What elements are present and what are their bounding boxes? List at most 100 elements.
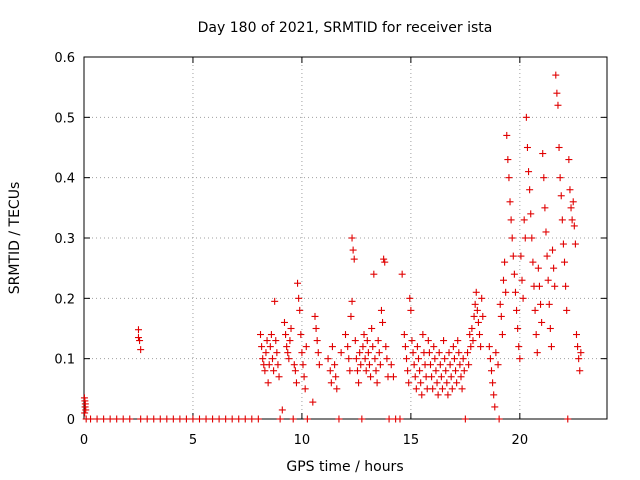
- data-point: [81, 409, 89, 417]
- data-point: [331, 361, 339, 369]
- data-point: [258, 343, 266, 351]
- data-point: [372, 367, 380, 375]
- data-point: [486, 355, 494, 363]
- data-point: [357, 361, 365, 369]
- data-point: [576, 367, 584, 375]
- data-point: [294, 279, 302, 287]
- data-point: [452, 367, 460, 375]
- data-point: [546, 325, 554, 332]
- data-point: [241, 415, 249, 423]
- data-point: [558, 216, 566, 224]
- data-point: [504, 156, 512, 164]
- data-point: [564, 415, 572, 423]
- data-point: [520, 216, 528, 224]
- data-point: [143, 415, 151, 423]
- data-point: [286, 337, 294, 345]
- data-point: [570, 222, 578, 230]
- data-point: [398, 270, 406, 278]
- data-point: [379, 318, 387, 326]
- data-point: [374, 337, 382, 345]
- data-point: [437, 373, 445, 381]
- data-point: [525, 168, 533, 176]
- x-axis-label: GPS time / hours: [286, 459, 403, 475]
- data-point: [568, 216, 576, 224]
- data-point: [554, 101, 562, 109]
- data-point: [267, 331, 275, 339]
- data-point: [380, 255, 388, 263]
- data-point: [506, 198, 514, 206]
- data-point: [333, 385, 341, 393]
- data-point: [542, 228, 550, 236]
- data-point: [544, 276, 552, 284]
- data-point: [408, 337, 416, 345]
- data-point: [381, 258, 389, 266]
- data-point: [261, 367, 269, 375]
- data-point: [466, 331, 474, 339]
- data-point: [202, 415, 210, 423]
- data-point: [222, 415, 230, 423]
- data-point: [262, 349, 270, 357]
- data-point: [355, 379, 363, 387]
- data-point: [490, 391, 498, 399]
- data-point: [511, 288, 519, 296]
- data-point: [501, 258, 509, 266]
- data-point: [298, 349, 306, 357]
- data-point: [447, 373, 455, 381]
- data-point: [350, 255, 358, 263]
- data-point: [571, 240, 579, 248]
- data-point: [457, 373, 465, 381]
- data-point: [538, 318, 546, 326]
- data-point: [326, 367, 334, 375]
- data-point: [533, 349, 541, 357]
- data-point: [510, 270, 518, 278]
- data-point: [182, 415, 190, 423]
- data-point: [549, 246, 557, 254]
- data-point: [289, 415, 297, 423]
- data-point: [356, 349, 364, 357]
- data-point: [562, 282, 570, 290]
- data-point: [575, 355, 583, 363]
- data-point: [561, 258, 569, 266]
- data-point: [456, 361, 464, 369]
- data-point: [541, 204, 549, 212]
- data-point: [264, 379, 272, 387]
- data-point: [429, 385, 437, 393]
- data-point: [300, 373, 308, 381]
- data-point: [552, 71, 560, 79]
- data-point: [407, 306, 415, 314]
- data-point: [498, 331, 506, 339]
- data-point: [527, 210, 535, 218]
- data-point: [537, 300, 545, 308]
- data-point: [209, 415, 217, 423]
- data-point: [272, 337, 280, 345]
- y-tick-label: 0.6: [54, 51, 75, 66]
- data-point: [563, 306, 571, 314]
- data-point: [534, 264, 542, 272]
- grid-lines: [84, 57, 607, 419]
- data-point: [435, 349, 443, 357]
- data-point: [442, 367, 450, 375]
- data-point: [526, 186, 534, 194]
- data-point: [376, 361, 384, 369]
- data-point: [254, 415, 262, 423]
- data-point: [477, 343, 485, 351]
- data-point: [405, 379, 413, 387]
- data-point: [436, 361, 444, 369]
- data-point: [572, 331, 580, 339]
- data-point: [87, 415, 95, 423]
- data-point: [283, 343, 291, 351]
- data-point: [404, 367, 412, 375]
- data-point: [440, 337, 448, 345]
- data-point: [359, 343, 367, 351]
- data-point: [389, 373, 397, 381]
- data-point: [335, 415, 343, 423]
- data-point: [337, 349, 345, 357]
- data-point: [505, 174, 513, 182]
- data-point: [271, 297, 279, 305]
- data-point: [275, 373, 283, 381]
- data-point: [311, 312, 319, 320]
- chart-title: Day 180 of 2021, SRMTID for receiver ist…: [198, 20, 493, 36]
- data-point: [426, 361, 434, 369]
- data-point: [106, 415, 114, 423]
